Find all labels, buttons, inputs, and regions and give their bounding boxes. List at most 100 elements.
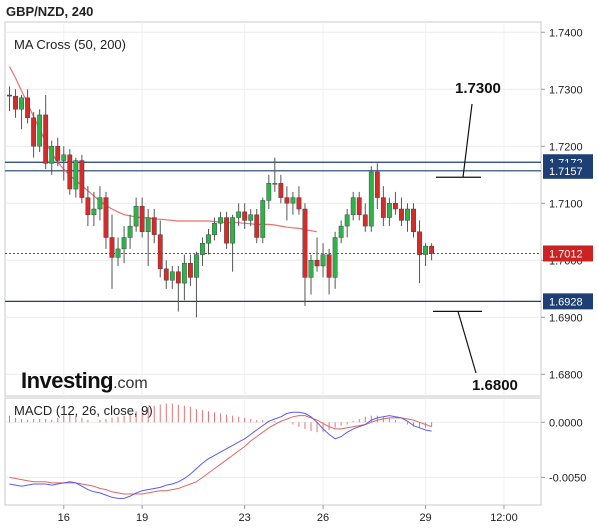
candle-up [260,200,266,238]
x-tick-label: 23 [239,512,251,524]
macd-tick-label: 0.0000 [549,417,583,429]
candle-up [127,225,133,238]
candle-up [386,203,392,218]
candle-up [115,248,121,258]
macd-layer [9,403,433,499]
candle-down [380,197,386,218]
macd-line [9,411,432,499]
candle-up [236,211,242,218]
candle-up [423,245,428,255]
y-axis-labels: 1.74001.73001.72001.71001.70001.69001.68… [549,27,586,484]
annotation-support-leader [457,311,477,374]
candle-down [242,211,248,221]
price-tick-label: 1.7100 [549,198,583,210]
candle-up [272,183,278,185]
candle-down [7,94,12,97]
candle-down [326,254,332,278]
candle-up [266,183,272,201]
brand-domain: .com [113,375,148,392]
candle-up [91,208,97,215]
candles-layer [7,86,434,318]
candle-down [374,171,380,198]
candle-up [19,97,24,110]
candle-down [157,234,163,270]
candle-up [344,214,350,227]
x-tick-label: 29 [419,512,431,524]
candle-down [109,237,115,258]
candle-down [79,160,85,198]
candle-up [133,205,139,227]
candle-down [399,208,404,221]
price-tick-label: 1.6800 [549,369,583,381]
candle-down [314,260,320,267]
x-tick-label: 26 [317,512,329,524]
candle-up [181,262,187,284]
candle-down [429,245,434,254]
chart-title: GBP/NZD, 240 [6,4,94,19]
candle-up [212,223,217,235]
price-tick-label: 1.6900 [549,312,583,324]
level-badge-text: 1.6928 [549,296,583,308]
candle-down [43,114,49,164]
macd-signal-line [9,415,432,495]
price-panel-border [4,21,542,397]
level-badge [543,293,593,310]
candle-up [97,197,103,210]
candle-up [368,171,374,227]
candle-up [37,114,43,147]
candle-up [169,271,175,281]
price-tick-label: 1.7400 [549,27,583,39]
candle-up [145,217,151,233]
last-price-badge-text: 1.7012 [549,248,583,260]
candle-up [206,234,211,244]
candle-down [302,208,308,278]
candle-down [417,231,422,255]
horizontal-levels [5,161,541,302]
chart-frame [4,21,545,509]
candle-down [31,117,37,147]
candle-up [230,217,236,244]
ma-50-line [8,66,318,233]
annotation-resistance-leader [462,103,473,178]
annotation-lines [433,103,482,374]
candle-up [320,254,326,267]
ma-legend-label: MA Cross (50, 200) [14,37,126,52]
candle-up [49,146,55,164]
candle-down [25,97,30,118]
candle-down [284,197,290,204]
level-badge [543,162,593,179]
last-price-badge [543,245,593,262]
candle-down [139,205,145,233]
annotation-resistance-label: 1.7300 [455,80,501,97]
candle-down [224,217,229,244]
candle-down [13,95,18,110]
macd-tick-label: -0.0050 [549,472,586,484]
candle-up [218,217,223,224]
candle-down [187,262,193,278]
investing-logo: Investing.com [21,368,148,394]
candle-up [308,260,314,278]
candle-up [350,197,356,215]
x-axis-labels: 16 19 23 26 29 12:00 [58,512,518,524]
candle-up [290,197,296,204]
ma-layer [8,66,318,233]
x-tick-label: 19 [136,512,148,524]
candle-up [248,214,254,221]
annotation-support-label: 1.6800 [472,377,518,394]
x-tick-label: 16 [58,512,70,524]
candle-down [55,146,61,161]
candle-down [103,197,109,238]
candle-up [194,254,199,278]
candle-down [411,208,416,233]
candle-down [163,268,169,281]
macd-panel-border [4,397,542,506]
price-tick-label: 1.7200 [549,141,583,153]
candle-down [356,197,362,215]
candle-up [61,154,67,161]
candle-up [405,208,410,221]
price-tick-label: 1.7300 [549,84,583,96]
macd-legend-label: MACD (12, 26, close, 9) [14,403,153,418]
candle-up [338,225,344,238]
